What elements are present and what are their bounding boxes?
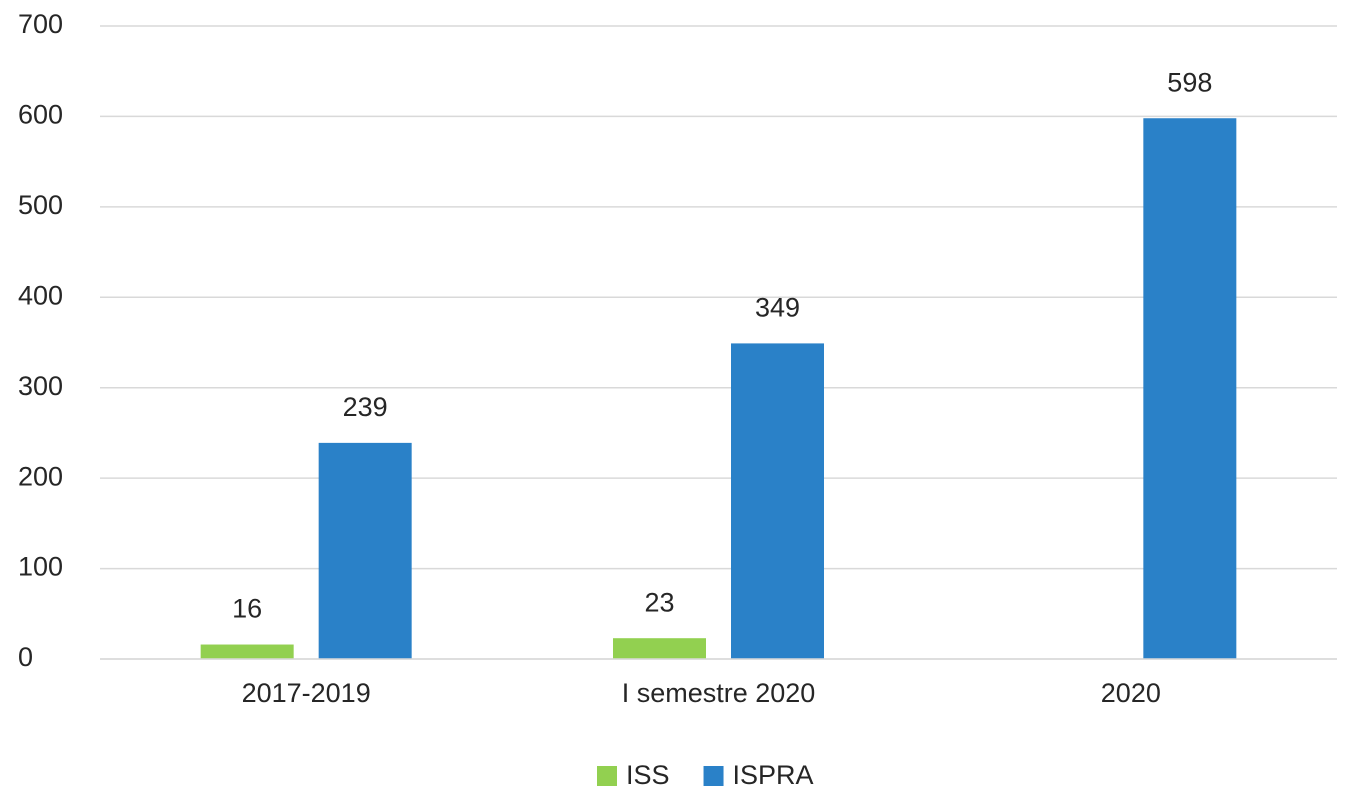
bar [200, 644, 294, 659]
bar [613, 638, 706, 659]
x-tick-label: 2017-2019 [242, 678, 371, 708]
data-label: 598 [1167, 67, 1212, 97]
y-tick-label: 700 [18, 9, 63, 39]
legend-swatch [703, 766, 724, 786]
y-tick-label: 100 [18, 552, 63, 582]
y-tick-label: 0 [18, 642, 33, 672]
x-tick-label: I semestre 2020 [622, 678, 816, 708]
x-tick-label: 2020 [1101, 678, 1161, 708]
data-label: 349 [755, 293, 800, 323]
data-label: 239 [343, 392, 388, 422]
data-label: 23 [644, 587, 674, 617]
bar [1143, 118, 1237, 660]
y-tick-label: 300 [18, 371, 63, 401]
legend-label: ISPRA [733, 760, 814, 790]
y-tick-label: 500 [18, 190, 63, 220]
legend-label: ISS [626, 760, 670, 790]
bar [318, 442, 412, 659]
bar [731, 343, 824, 659]
y-tick-label: 400 [18, 280, 63, 310]
legend-swatch [597, 766, 617, 786]
y-tick-label: 600 [18, 100, 63, 130]
y-tick-label: 200 [18, 461, 63, 491]
data-label: 16 [232, 594, 262, 624]
